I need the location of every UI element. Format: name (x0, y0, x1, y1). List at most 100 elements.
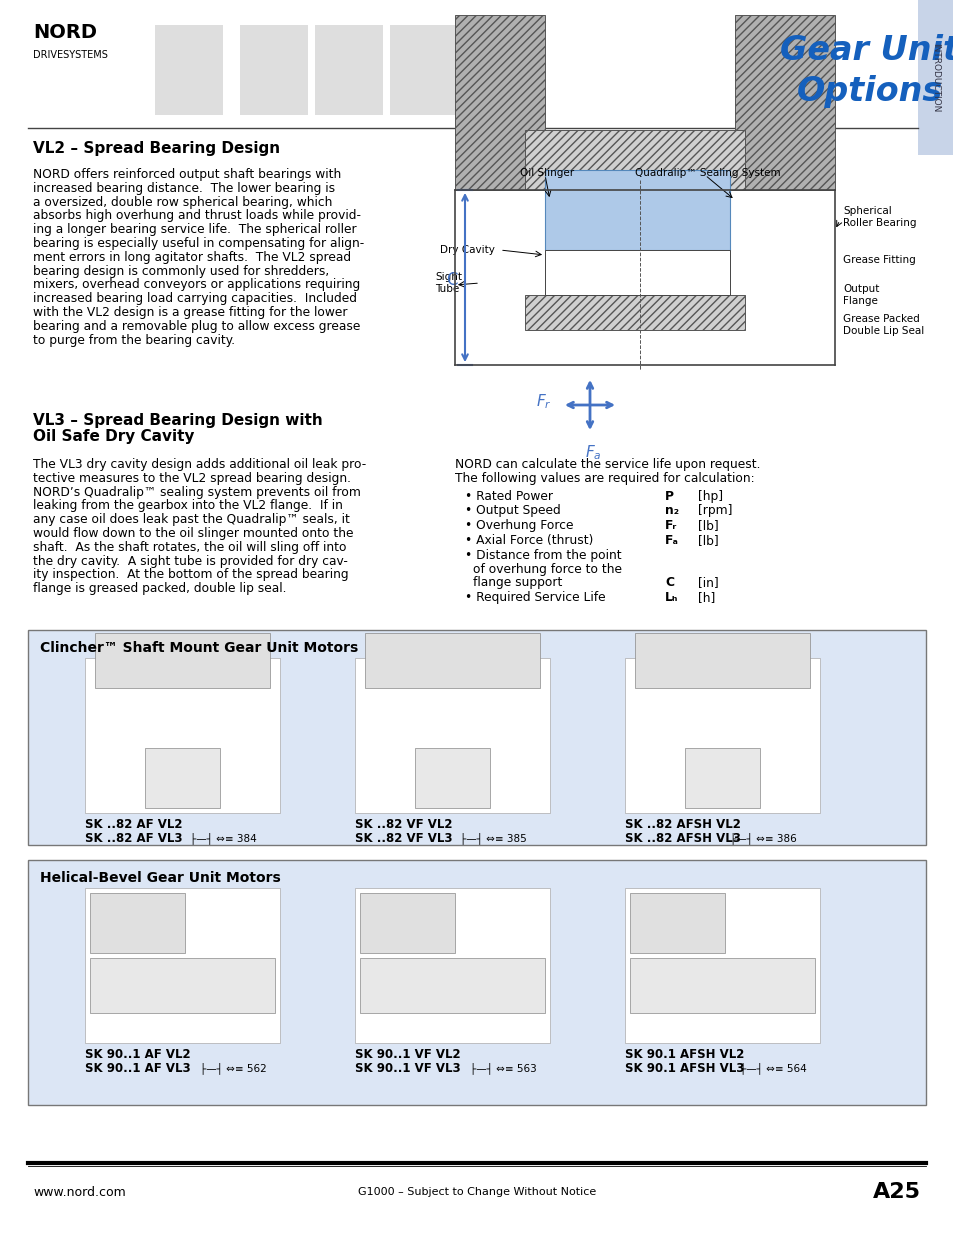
Text: bearing is especially useful in compensating for align-: bearing is especially useful in compensa… (33, 237, 364, 249)
Bar (684, 748, 760, 808)
Text: leaking from the gearbox into the VL2 flange.  If in: leaking from the gearbox into the VL2 fl… (33, 499, 342, 513)
Text: Output
Flange: Output Flange (842, 284, 879, 306)
Text: tective measures to the VL2 spread bearing design.: tective measures to the VL2 spread beari… (33, 472, 351, 485)
Text: ├—┤ ⇔≡ 385: ├—┤ ⇔≡ 385 (459, 832, 526, 844)
Bar (629, 893, 724, 953)
Text: increased bearing load carrying capacities.  Included: increased bearing load carrying capaciti… (33, 293, 356, 305)
Text: C: C (664, 577, 673, 589)
Bar (85, 888, 280, 1044)
Text: Grease Packed
Double Lip Seal: Grease Packed Double Lip Seal (842, 314, 923, 336)
Bar (734, 15, 834, 190)
Text: SK ..82 AFSH VL3: SK ..82 AFSH VL3 (624, 831, 740, 845)
Text: [lb]: [lb] (698, 534, 718, 547)
Text: $F_r$: $F_r$ (536, 393, 552, 411)
Text: • Overhung Force: • Overhung Force (464, 519, 573, 532)
Text: The VL3 dry cavity design adds additional oil leak pro-: The VL3 dry cavity design adds additiona… (33, 458, 366, 471)
Text: bearing design is commonly used for shredders,: bearing design is commonly used for shre… (33, 264, 329, 278)
Text: A25: A25 (872, 1182, 920, 1202)
Text: bearing and a removable plug to allow excess grease: bearing and a removable plug to allow ex… (33, 320, 360, 332)
Text: Clincher™ Shaft Mount Gear Unit Motors: Clincher™ Shaft Mount Gear Unit Motors (40, 641, 358, 655)
Text: P: P (664, 489, 673, 503)
Text: mixers, overhead conveyors or applications requiring: mixers, overhead conveyors or applicatio… (33, 278, 360, 291)
Bar (359, 958, 544, 1013)
Text: NORD: NORD (33, 22, 97, 42)
Text: SK ..82 AF VL3: SK ..82 AF VL3 (85, 831, 182, 845)
Text: ├—┤ ⇔≡ 384: ├—┤ ⇔≡ 384 (190, 832, 256, 844)
Text: SK 90.1 AFSH VL2: SK 90.1 AFSH VL2 (624, 1049, 743, 1062)
Text: Fᵣ: Fᵣ (664, 519, 677, 532)
Text: NORD’s Quadralip™ sealing system prevents oil from: NORD’s Quadralip™ sealing system prevent… (33, 485, 360, 499)
Text: The following values are required for calculation:: The following values are required for ca… (455, 472, 754, 485)
Text: SK 90..1 VF VL3: SK 90..1 VF VL3 (355, 1062, 460, 1074)
Bar (455, 15, 544, 190)
Text: n₂: n₂ (664, 504, 679, 517)
Text: ├—┤ ⇔≡ 562: ├—┤ ⇔≡ 562 (200, 1062, 267, 1074)
Bar (154, 25, 223, 115)
Text: any case oil does leak past the Quadralip™ seals, it: any case oil does leak past the Quadrali… (33, 514, 350, 526)
Bar (459, 25, 527, 115)
Text: • Required Service Life: • Required Service Life (464, 592, 605, 604)
Text: Oil Slinger: Oil Slinger (519, 168, 574, 178)
Text: • Distance from the point: • Distance from the point (464, 548, 621, 562)
Text: • Axial Force (thrust): • Axial Force (thrust) (464, 534, 593, 547)
Text: flange is greased packed, double lip seal.: flange is greased packed, double lip sea… (33, 582, 286, 595)
Text: the dry cavity.  A sight tube is provided for dry cav-: the dry cavity. A sight tube is provided… (33, 555, 348, 568)
Bar (629, 958, 814, 1013)
Text: NORD offers reinforced output shaft bearings with: NORD offers reinforced output shaft bear… (33, 168, 341, 182)
Bar (524, 295, 744, 330)
Text: with the VL2 design is a grease fitting for the lower: with the VL2 design is a grease fitting … (33, 306, 347, 319)
Bar (624, 888, 820, 1044)
Text: [lb]: [lb] (698, 519, 718, 532)
Bar (390, 25, 457, 115)
Bar (544, 249, 729, 295)
Bar (544, 170, 729, 249)
Text: SK 90.1 AFSH VL3: SK 90.1 AFSH VL3 (624, 1062, 743, 1074)
Text: to purge from the bearing cavity.: to purge from the bearing cavity. (33, 333, 234, 347)
Text: a oversized, double row spherical bearing, which: a oversized, double row spherical bearin… (33, 195, 332, 209)
Bar (28, 630, 925, 845)
Text: Helical-Bevel Gear Unit Motors: Helical-Bevel Gear Unit Motors (40, 871, 280, 885)
Text: of overhung force to the: of overhung force to the (473, 563, 621, 576)
Text: Lₕ: Lₕ (664, 592, 678, 604)
Text: Grease Fitting: Grease Fitting (842, 254, 915, 266)
Text: C: C (446, 270, 457, 289)
Text: Options: Options (796, 75, 943, 109)
Bar (95, 634, 270, 688)
Text: SK 90..1 AF VL2: SK 90..1 AF VL2 (85, 1049, 191, 1062)
Text: increased bearing distance.  The lower bearing is: increased bearing distance. The lower be… (33, 182, 335, 195)
Text: [rpm]: [rpm] (698, 504, 732, 517)
Text: NORD can calculate the service life upon request.: NORD can calculate the service life upon… (455, 458, 760, 471)
Text: SK 90..1 VF VL2: SK 90..1 VF VL2 (355, 1049, 460, 1062)
Text: INTRODUCTION: INTRODUCTION (930, 43, 940, 112)
Text: Oil Safe Dry Cavity: Oil Safe Dry Cavity (33, 430, 194, 445)
Bar (635, 634, 809, 688)
Text: DRIVESYSTEMS: DRIVESYSTEMS (33, 49, 108, 61)
Text: absorbs high overhung and thrust loads while provid-: absorbs high overhung and thrust loads w… (33, 210, 360, 222)
Text: VL2 – Spread Bearing Design: VL2 – Spread Bearing Design (33, 142, 280, 157)
Text: ├—┤ ⇔≡ 563: ├—┤ ⇔≡ 563 (470, 1062, 537, 1074)
Text: flange support: flange support (473, 577, 561, 589)
Bar (524, 130, 744, 190)
Text: [in]: [in] (698, 577, 718, 589)
Text: Fₐ: Fₐ (664, 534, 679, 547)
Text: shaft.  As the shaft rotates, the oil will sling off into: shaft. As the shaft rotates, the oil wil… (33, 541, 346, 553)
Bar (314, 25, 382, 115)
Text: • Output Speed: • Output Speed (464, 504, 560, 517)
Text: SK 90..1 AF VL3: SK 90..1 AF VL3 (85, 1062, 191, 1074)
Bar (240, 25, 308, 115)
Text: www.nord.com: www.nord.com (33, 1186, 126, 1198)
Text: would flow down to the oil slinger mounted onto the: would flow down to the oil slinger mount… (33, 527, 354, 540)
Bar (917, 0, 953, 156)
Text: ment errors in long agitator shafts.  The VL2 spread: ment errors in long agitator shafts. The… (33, 251, 351, 264)
Text: Quadralip™ Sealing System: Quadralip™ Sealing System (635, 168, 780, 178)
Bar (28, 860, 925, 1105)
Text: $F_a$: $F_a$ (584, 443, 600, 462)
Bar (624, 658, 820, 813)
Text: Gear Unit: Gear Unit (780, 33, 953, 67)
Text: • Rated Power: • Rated Power (464, 489, 553, 503)
Text: SK ..82 VF VL2: SK ..82 VF VL2 (355, 819, 452, 831)
Bar (355, 888, 550, 1044)
Text: SK ..82 AFSH VL2: SK ..82 AFSH VL2 (624, 819, 740, 831)
Bar (90, 893, 185, 953)
Bar (90, 958, 274, 1013)
